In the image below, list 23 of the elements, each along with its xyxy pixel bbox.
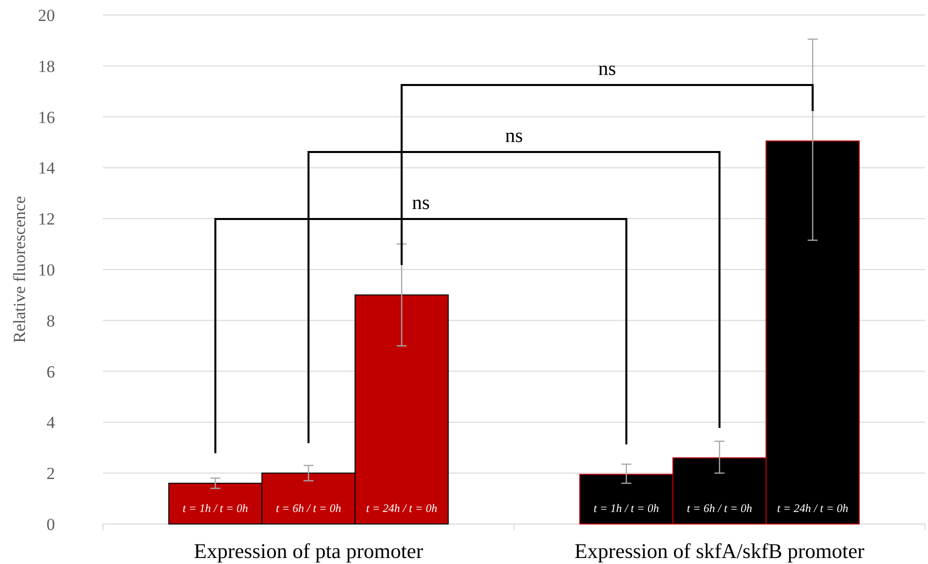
x-tick-label: Expression of skfA/skfB promoter	[574, 539, 864, 563]
text: t = 1h / t = 0h	[594, 503, 660, 515]
series-label: t = 1h / t = 0h	[182, 503, 248, 515]
y-tick-label: 6	[46, 362, 55, 382]
y-tick-label: 12	[38, 210, 55, 229]
y-tick-label: 2	[46, 464, 55, 484]
text: t = 6h / t = 0h	[686, 503, 752, 515]
y-tick-label: 16	[38, 108, 55, 127]
y-tick-label: 20	[38, 6, 55, 25]
annotation: ns	[505, 125, 524, 147]
annotation: ns	[412, 192, 430, 214]
annotation: ns	[598, 58, 616, 80]
series-label: t = 24h / t = 0h	[366, 503, 438, 515]
y-tick-label: 8	[46, 311, 55, 330]
y-tick-label: 18	[38, 56, 55, 76]
text: t = 24h / t = 0h	[777, 503, 848, 515]
x-tick-label: Expression of pta promoter	[194, 539, 424, 563]
y-tick-label: 0	[46, 514, 55, 534]
y-axis-title: Relative fluorescence	[10, 196, 29, 343]
y-tick-label: 10	[38, 260, 55, 280]
y-tick-label: 4	[46, 413, 56, 432]
y-tick-label: 14	[38, 158, 56, 178]
series-label: t = 6h / t = 0h	[276, 503, 342, 515]
